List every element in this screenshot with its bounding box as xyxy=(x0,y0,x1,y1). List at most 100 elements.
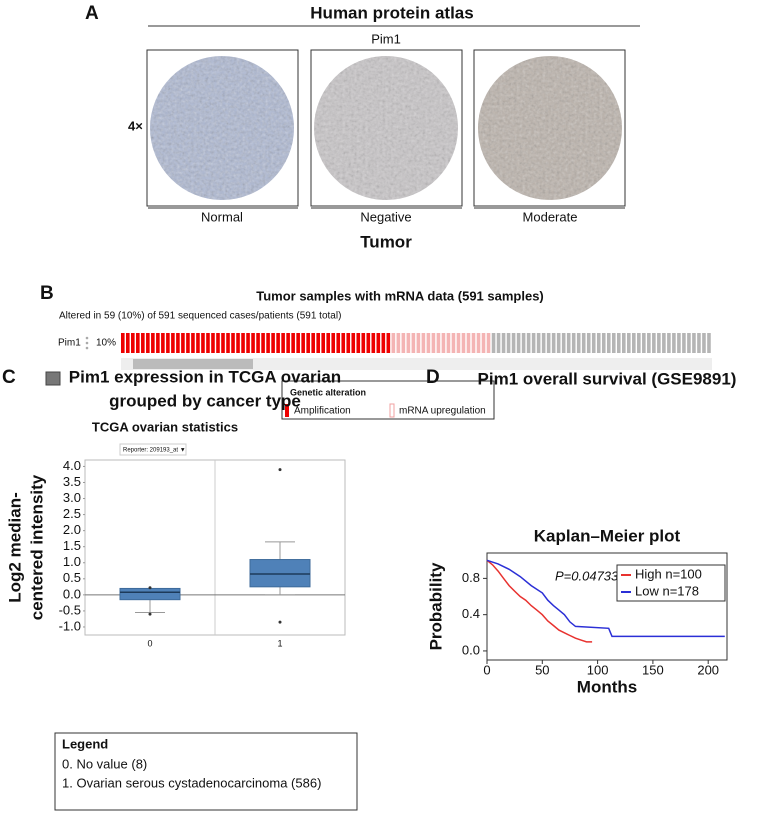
sample-cell xyxy=(281,333,285,353)
sample-cell xyxy=(657,333,661,353)
sample-cell xyxy=(366,333,371,353)
legend-box xyxy=(616,564,726,602)
y-tick-label: 0.5 xyxy=(63,570,81,585)
legend-title: Legend xyxy=(62,736,108,751)
sample-cell xyxy=(677,333,681,353)
y-axis-label: centered intensity xyxy=(27,474,46,620)
sample-cell xyxy=(531,333,536,353)
sample-cell xyxy=(251,333,255,353)
sample-cell xyxy=(191,333,195,353)
sample-cell xyxy=(491,333,496,353)
tissue-texture xyxy=(150,56,294,200)
panel-label: A xyxy=(85,3,99,24)
outlier xyxy=(278,620,282,624)
sample-cell xyxy=(566,333,571,353)
sample-cell xyxy=(697,333,701,353)
y-axis-label: Log2 median- xyxy=(5,492,24,603)
outlier xyxy=(278,468,282,472)
sample-cell xyxy=(221,333,225,353)
panel-subtitle: Altered in 59 (10%) of 591 sequenced cas… xyxy=(59,311,341,322)
reporter-label: Reporter: 209193_at ▼ xyxy=(123,448,186,454)
chart-subtitle: TCGA ovarian statistics xyxy=(92,419,238,434)
sample-cell xyxy=(376,333,381,353)
sample-cell xyxy=(231,333,235,353)
sample-cell xyxy=(206,333,210,353)
sample-cell xyxy=(436,333,441,353)
sample-cell xyxy=(361,333,366,353)
x-axis-label: Months xyxy=(577,677,637,696)
sample-cell xyxy=(181,333,185,353)
sample-cell xyxy=(702,333,706,353)
sample-cell xyxy=(216,333,220,353)
sample-cell xyxy=(461,333,466,353)
chart-subtitle: Kaplan–Meier plot xyxy=(534,526,681,545)
reporter-select xyxy=(119,443,187,456)
sample-cell xyxy=(316,333,320,353)
x-tick-label: 0 xyxy=(483,662,490,677)
group-label: Tumor xyxy=(360,232,412,251)
sample-cell xyxy=(136,333,140,353)
sample-cell xyxy=(471,333,476,353)
sample-cell xyxy=(516,333,521,353)
sample-cell xyxy=(682,333,686,353)
sample-cell xyxy=(536,333,541,353)
image-label: Negative xyxy=(360,209,411,224)
panel-title: Tumor samples with mRNA data (591 sample… xyxy=(256,288,544,303)
panel-label: B xyxy=(40,283,54,304)
y-tick-label: 3.0 xyxy=(63,490,81,505)
y-tick-label: 0.8 xyxy=(462,570,480,585)
sample-cell xyxy=(622,333,626,353)
sample-cell xyxy=(246,333,250,353)
y-tick-label: -1.0 xyxy=(59,618,81,633)
panel-title: Human protein atlas xyxy=(310,3,473,22)
sample-cell xyxy=(396,333,401,353)
tissue-images xyxy=(146,49,626,207)
sample-cell xyxy=(596,333,601,353)
sample-cell xyxy=(266,333,270,353)
sample-cell xyxy=(386,333,391,353)
sample-cell xyxy=(451,333,456,353)
drag-handle xyxy=(85,336,89,350)
sample-cell xyxy=(126,333,130,353)
sample-cell xyxy=(616,333,621,353)
legend-label: High n=100 xyxy=(635,566,702,581)
panel-label: C xyxy=(2,367,16,388)
sample-cell xyxy=(171,333,175,353)
sample-cell xyxy=(331,333,336,353)
y-tick-label: 4.0 xyxy=(63,458,81,473)
sample-cell xyxy=(551,333,556,353)
scrollbar[interactable] xyxy=(121,358,712,370)
y-tick-label: 0.4 xyxy=(462,606,480,621)
x-tick-label: 1 xyxy=(277,638,282,648)
y-tick-label: 2.5 xyxy=(63,506,81,521)
sample-cell xyxy=(667,333,671,353)
x-tick-label: 0 xyxy=(147,638,152,648)
sample-cell xyxy=(652,333,656,353)
charts: C Pim1 expression in TCGA ovarian grouped … xyxy=(2,367,736,811)
sample-cell xyxy=(541,333,546,353)
y-axis-label: Probability xyxy=(426,562,445,650)
sample-cell xyxy=(546,333,551,353)
sample-cell xyxy=(632,333,636,353)
outlier xyxy=(148,612,152,616)
magnification: 4× xyxy=(128,118,143,133)
sample-cell xyxy=(276,333,280,353)
sample-cell xyxy=(151,333,155,353)
sample-cell xyxy=(226,333,230,353)
x-tick-label: 200 xyxy=(697,662,719,677)
percent-label: 10% xyxy=(96,338,116,349)
sample-cell xyxy=(236,333,240,353)
y-tick-label: 0.0 xyxy=(462,642,480,657)
oncoprint xyxy=(121,333,711,353)
image-label: Normal xyxy=(201,209,243,224)
x-tick-label: 100 xyxy=(587,662,609,677)
tissue-texture xyxy=(478,56,622,200)
legend-swatch xyxy=(285,404,289,417)
sample-cell xyxy=(526,333,531,353)
sample-cell xyxy=(581,333,586,353)
legend-label: Low n=178 xyxy=(635,583,699,598)
sample-cell xyxy=(642,333,646,353)
survival-curve xyxy=(486,559,725,638)
scroll-thumb[interactable] xyxy=(133,359,253,369)
